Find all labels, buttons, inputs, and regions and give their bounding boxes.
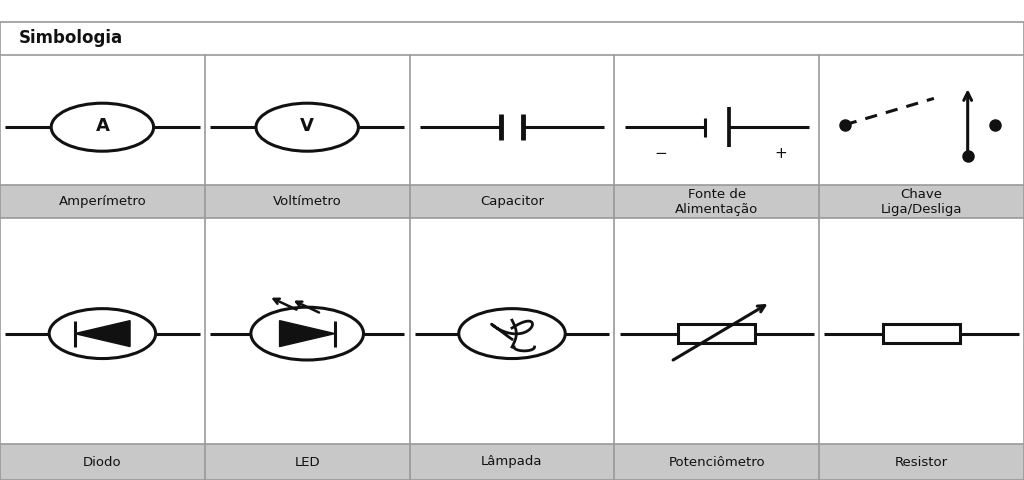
Text: Resistor: Resistor [895,456,948,468]
Text: Capacitor: Capacitor [480,195,544,208]
Text: LED: LED [294,456,321,468]
Circle shape [251,307,364,360]
Bar [883,324,961,343]
Text: Amperímetro: Amperímetro [58,195,146,208]
Polygon shape [75,321,130,347]
Circle shape [256,103,358,151]
Text: V: V [300,117,314,135]
Text: A: A [95,117,110,135]
Text: Lâmpada: Lâmpada [481,456,543,468]
Polygon shape [280,321,335,347]
Circle shape [49,309,156,359]
Bar [0,185,1024,218]
Text: Potenciômetro: Potenciômetro [669,456,765,468]
Circle shape [459,309,565,359]
Text: −: − [654,146,667,161]
Bar [679,324,756,343]
Text: Diodo: Diodo [83,456,122,468]
Text: Chave
Liga/Desliga: Chave Liga/Desliga [881,188,963,216]
Circle shape [51,103,154,151]
Text: +: + [774,146,786,161]
Bar [0,444,1024,480]
Text: Voltímetro: Voltímetro [272,195,342,208]
Text: Fonte de
Alimentação: Fonte de Alimentação [675,188,759,216]
Text: Simbologia: Simbologia [18,29,123,48]
